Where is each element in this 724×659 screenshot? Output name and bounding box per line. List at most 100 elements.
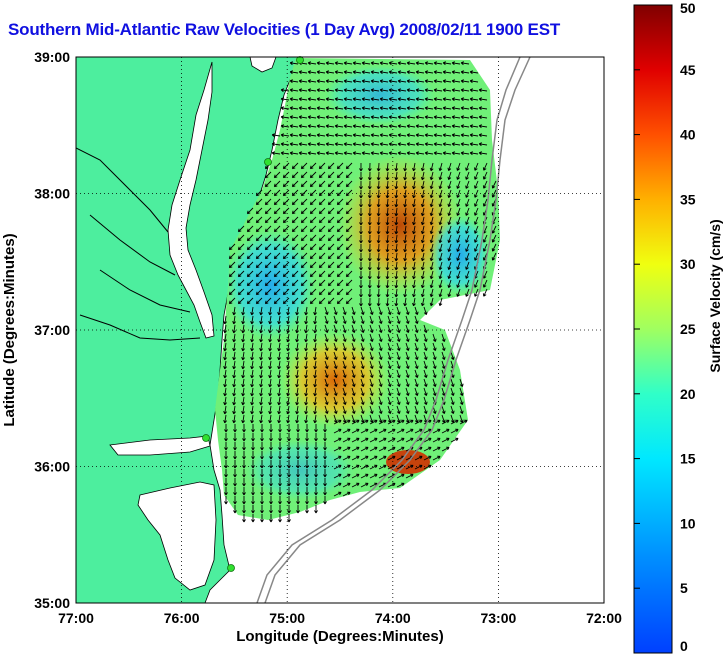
velocity-arrow (447, 261, 452, 270)
velocity-arrow (415, 97, 425, 102)
velocity-arrow (367, 252, 372, 262)
velocity-arrow (369, 428, 378, 434)
velocity-arrow (289, 124, 299, 129)
velocity-arrow (333, 437, 342, 443)
velocity-arrow (369, 360, 374, 369)
velocity-arrow (396, 306, 401, 315)
velocity-arrow (360, 473, 369, 479)
velocity-arrow (450, 351, 455, 360)
velocity-arrow (420, 225, 425, 235)
velocity-arrow (405, 473, 414, 479)
velocity-arrow (241, 369, 246, 379)
velocity-arrow (287, 478, 291, 487)
velocity-arrow (459, 405, 464, 414)
velocity-arrow (316, 115, 326, 120)
velocity-arrow (327, 180, 335, 188)
velocity-arrow (313, 333, 318, 343)
velocity-arrow (394, 270, 399, 280)
velocity-arrow (309, 198, 317, 206)
velocity-arrow (423, 437, 432, 443)
velocity-arrow (415, 133, 425, 138)
velocity-arrow (456, 180, 461, 189)
velocity-arrow (342, 387, 347, 396)
velocity-arrow (342, 405, 347, 414)
velocity-arrow (336, 216, 344, 224)
velocity-arrow (420, 216, 425, 226)
colorbar-tick-label: 25 (680, 321, 696, 337)
velocity-arrow (241, 342, 246, 352)
velocity-arrow (361, 70, 371, 75)
velocity-arrow (482, 162, 488, 171)
velocity-arrow (378, 419, 387, 425)
velocity-arrow (277, 342, 282, 352)
velocity-arrow (318, 198, 326, 206)
velocity-arrow (318, 171, 326, 179)
velocity-arrow (277, 369, 282, 379)
velocity-arrow (333, 369, 338, 378)
velocity-arrow (397, 115, 407, 120)
velocity-arrow (474, 198, 479, 207)
velocity-arrow (456, 216, 461, 225)
velocity-arrow (300, 243, 308, 251)
velocity-arrow (287, 514, 291, 523)
velocity-arrow (403, 225, 408, 235)
velocity-arrow (450, 378, 455, 387)
velocity-arrow (438, 279, 443, 289)
velocity-arrow (361, 97, 371, 102)
velocity-arrow (259, 360, 264, 370)
velocity-arrow (403, 243, 408, 253)
velocity-arrow (378, 351, 383, 360)
velocity-arrow (298, 133, 308, 138)
velocity-arrow (250, 378, 255, 388)
velocity-arrow (345, 162, 353, 170)
velocity-arrow (414, 342, 419, 351)
velocity-arrow (370, 79, 380, 84)
velocity-arrow (465, 216, 470, 225)
colorbar-label: Surface Velocity (cm/s) (707, 219, 723, 372)
velocity-arrow (282, 234, 290, 242)
velocity-arrow (264, 207, 272, 215)
velocity-arrow (433, 151, 443, 156)
velocity-arrow (273, 243, 281, 251)
velocity-arrow (264, 189, 272, 197)
velocity-arrow (376, 207, 381, 217)
velocity-arrow (307, 106, 317, 111)
velocity-arrow (305, 496, 309, 505)
velocity-arrow (432, 333, 437, 342)
velocity-arrow (277, 315, 282, 325)
velocity-arrow (429, 234, 434, 244)
velocity-arrow (351, 455, 360, 461)
velocity-arrow (289, 70, 299, 75)
velocity-arrow (351, 437, 360, 443)
velocity-arrow (482, 198, 488, 207)
velocity-arrow (304, 360, 309, 370)
velocity-arrow (415, 115, 425, 120)
velocity-arrow (334, 88, 344, 93)
velocity-arrow (345, 171, 353, 179)
velocity-arrow (424, 133, 434, 138)
velocity-arrow (376, 234, 381, 244)
velocity-arrow (361, 133, 371, 138)
velocity-arrow (361, 124, 371, 129)
velocity-arrow (342, 482, 351, 488)
velocity-arrow (324, 333, 329, 342)
velocity-arrow (280, 97, 290, 102)
velocity-arrow (295, 369, 300, 379)
velocity-arrow (255, 288, 263, 296)
velocity-arrow (318, 270, 326, 278)
velocity-arrow (273, 297, 281, 305)
velocity-arrow (414, 315, 419, 324)
velocity-arrow (343, 106, 353, 111)
velocity-arrow (291, 261, 299, 269)
velocity-arrow (405, 405, 410, 414)
velocity-arrow (367, 261, 372, 271)
velocity-arrow (278, 433, 282, 442)
velocity-arrow (388, 97, 398, 102)
velocity-arrow (396, 369, 401, 378)
velocity-arrow (291, 180, 299, 188)
velocity-arrow (268, 405, 273, 415)
velocity-arrow (403, 261, 408, 271)
velocity-arrow (397, 133, 407, 138)
velocity-arrow (412, 180, 416, 190)
velocity-arrow (406, 88, 416, 93)
